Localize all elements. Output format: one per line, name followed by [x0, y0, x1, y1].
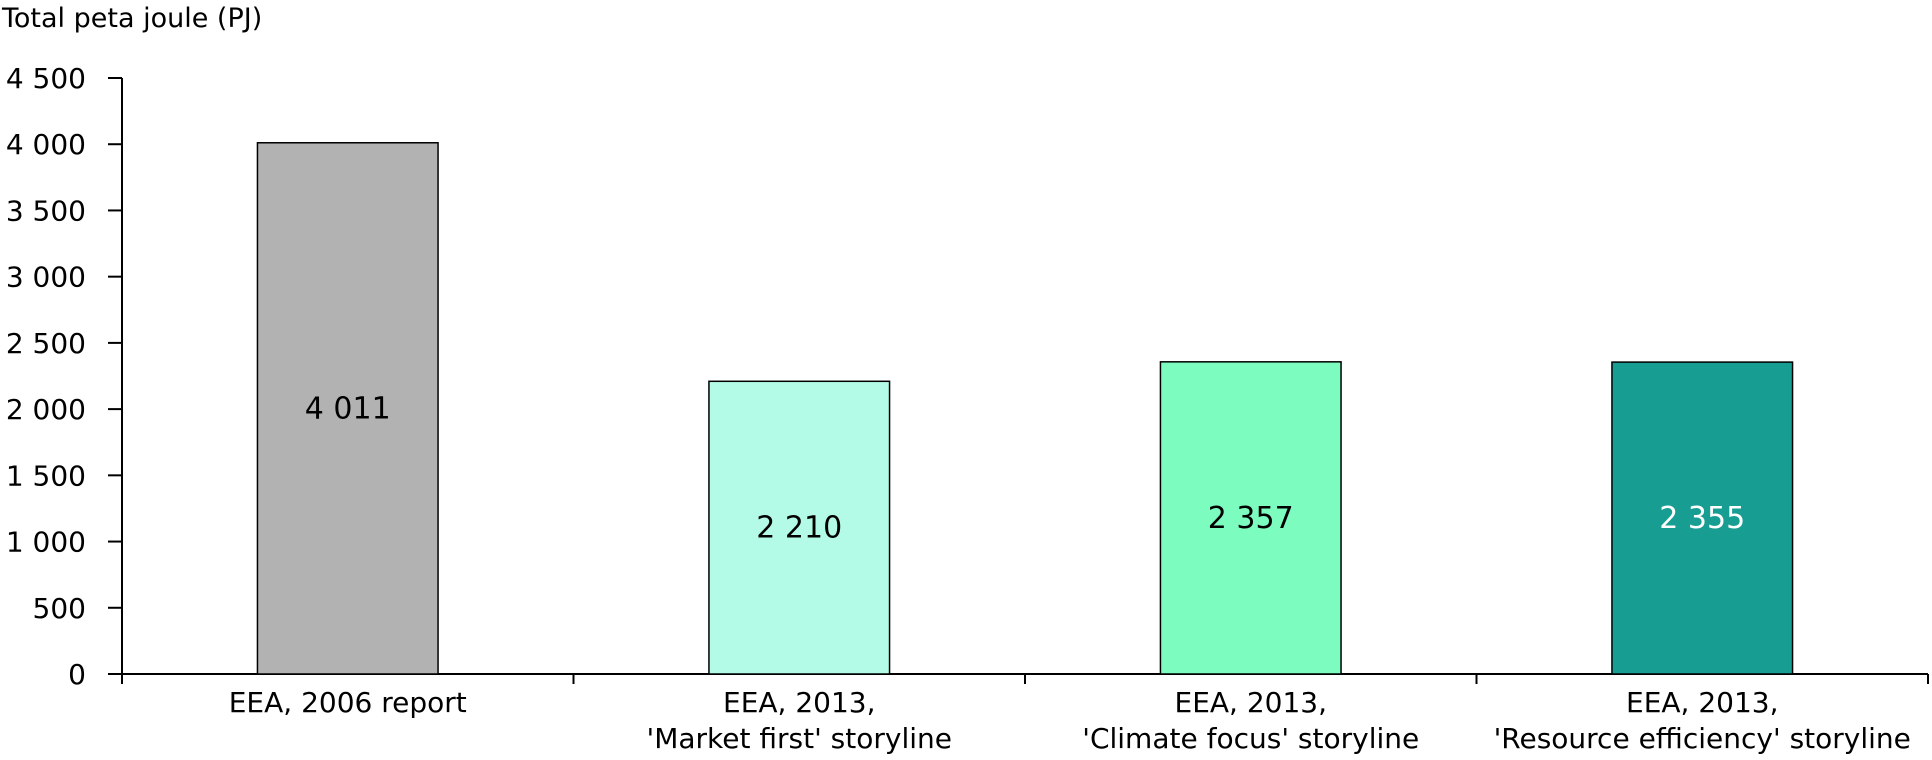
bar-value-label: 2 210	[756, 511, 842, 546]
x-category-label: EEA, 2006 report	[229, 686, 467, 719]
y-tick-label: 2 000	[6, 393, 86, 426]
y-axis-label: Total peta joule (PJ)	[1, 3, 262, 34]
bar	[708, 380, 891, 675]
bar-value-label: 2 357	[1208, 501, 1294, 536]
bar-value-label: 2 355	[1659, 501, 1745, 536]
x-category-label: EEA, 2013,	[723, 686, 876, 719]
bar	[1159, 361, 1342, 675]
y-tick-label: 4 500	[6, 62, 86, 95]
y-tick-label: 500	[33, 592, 86, 625]
x-category-label: EEA, 2013,	[1175, 686, 1328, 719]
y-tick-label: 4 000	[6, 128, 86, 161]
y-axis: 0 500 1 000 1 500 2 000 2 500 3 000 3 500 4 000 4…	[6, 62, 123, 691]
y-tick-label: 1 000	[6, 526, 86, 559]
x-category-label: EEA, 2013,	[1626, 686, 1779, 719]
x-category-label: 'Resource efficiency' storyline	[1494, 722, 1911, 755]
x-category-label: 'Climate focus' storyline	[1082, 722, 1419, 755]
y-tick-label: 1 500	[6, 459, 86, 492]
bar	[256, 142, 439, 675]
bar	[1611, 361, 1794, 675]
y-tick-label: 3 000	[6, 261, 86, 294]
y-tick-label: 0	[68, 658, 86, 691]
x-category-label: 'Market first' storyline	[647, 722, 952, 755]
y-tick-label: 3 500	[6, 194, 86, 227]
bar-value-label: 4 011	[305, 391, 391, 426]
y-tick-label: 2 500	[6, 327, 86, 360]
bars: 4 011 2 210 2 357 2 355	[256, 142, 1794, 675]
x-axis: EEA, 2006 report EEA, 2013,'Market first'…	[121, 673, 1929, 755]
